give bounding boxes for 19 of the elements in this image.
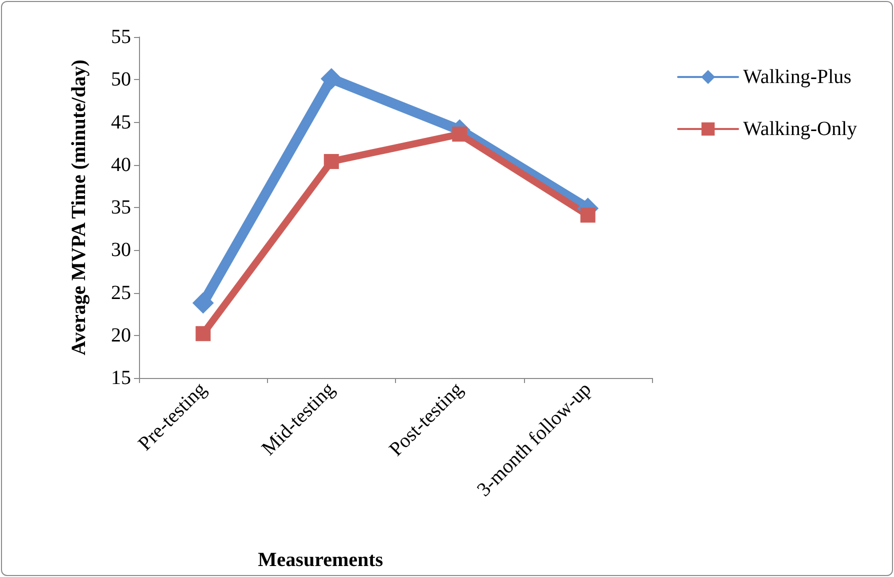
legend-label: Walking-Plus (743, 66, 852, 88)
point (192, 292, 214, 314)
point (324, 154, 339, 169)
legend-label: Walking-Only (743, 118, 858, 140)
y-axis-title: Average MVPA Time (minute/day) (68, 60, 90, 356)
y-tick-label: 45 (111, 111, 131, 134)
point (320, 68, 342, 90)
y-tick-label: 55 (111, 26, 131, 48)
point (452, 126, 468, 142)
y-tick-label: 35 (111, 196, 131, 218)
x-axis-title: Measurements (258, 549, 384, 571)
y-tick-label: 25 (111, 282, 131, 304)
point (196, 326, 211, 342)
y-tick-label: 30 (111, 239, 131, 262)
point (580, 208, 596, 223)
y-tick-label: 15 (111, 367, 131, 389)
y-tick-label: 50 (111, 68, 131, 91)
y-tick-label: 20 (111, 324, 131, 346)
y-tick-label: 40 (111, 154, 131, 176)
